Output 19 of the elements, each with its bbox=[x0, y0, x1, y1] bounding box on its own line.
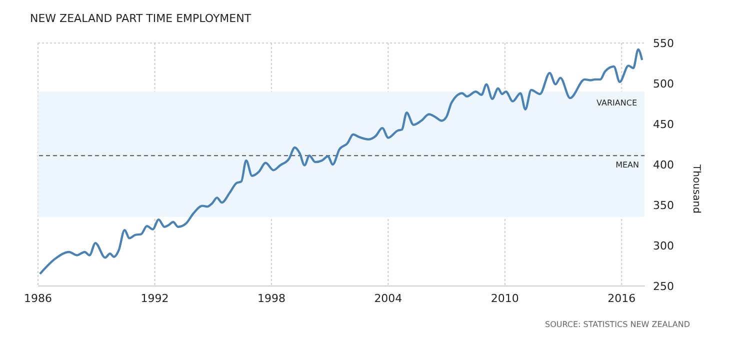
x-tick-label: 2010 bbox=[490, 292, 519, 305]
y-tick-label: 250 bbox=[653, 280, 674, 293]
chart-title: NEW ZEALAND PART TIME EMPLOYMENT bbox=[30, 12, 252, 25]
x-tick-label: 2016 bbox=[608, 292, 636, 305]
line-series bbox=[38, 48, 644, 275]
y-tick-label: 350 bbox=[653, 198, 674, 212]
ref-line-label: MEAN bbox=[616, 160, 640, 170]
x-tick-label: 1992 bbox=[140, 292, 169, 305]
y-tick-label: 550 bbox=[653, 36, 674, 50]
y-tick-label: 300 bbox=[653, 239, 674, 252]
y-tick-label: 450 bbox=[653, 118, 674, 131]
x-tick-label: 1986 bbox=[24, 292, 52, 305]
x-tick-label: 2004 bbox=[374, 292, 402, 305]
x-tick-label: 1998 bbox=[257, 292, 286, 305]
y-tick-label: 500 bbox=[653, 77, 674, 90]
y-tick-label: 400 bbox=[653, 158, 674, 172]
y-axis-title: Thousand bbox=[690, 164, 702, 214]
source-note: SOURCE: STATISTICS NEW ZEALAND bbox=[545, 320, 690, 329]
band-label: VARIANCE bbox=[596, 98, 637, 108]
